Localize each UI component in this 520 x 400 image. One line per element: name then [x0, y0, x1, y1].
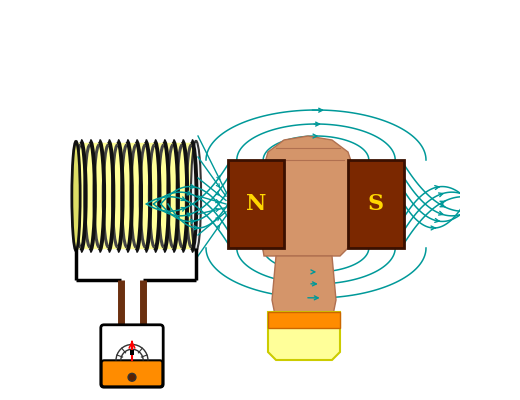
Text: S: S	[368, 193, 384, 215]
FancyBboxPatch shape	[75, 143, 197, 249]
Bar	[228, 160, 284, 248]
Ellipse shape	[191, 141, 201, 251]
FancyBboxPatch shape	[101, 360, 162, 386]
Polygon shape	[260, 136, 356, 256]
Bar	[129, 350, 134, 355]
Text: N: N	[246, 193, 266, 215]
FancyBboxPatch shape	[101, 325, 163, 387]
Polygon shape	[268, 312, 340, 328]
Polygon shape	[244, 180, 264, 232]
Circle shape	[128, 373, 136, 381]
Ellipse shape	[72, 141, 80, 250]
Polygon shape	[272, 256, 336, 320]
Bar	[348, 160, 404, 248]
Polygon shape	[268, 312, 340, 360]
